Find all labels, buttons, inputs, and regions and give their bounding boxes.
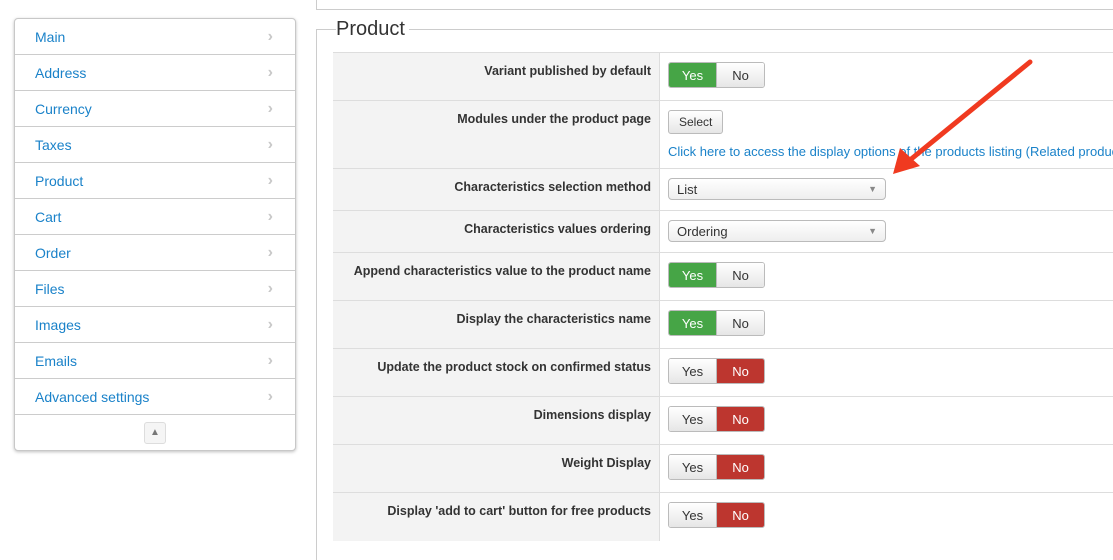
settings-sidebar: Main›Address›Currency›Taxes›Product›Cart… [14,18,296,451]
setting-label: Variant published by default [333,53,660,101]
setting-label: Append characteristics value to the prod… [333,253,660,301]
setting-row: Append characteristics value to the prod… [333,253,1113,301]
caret-down-icon: ▼ [868,226,877,236]
no-option[interactable]: No [716,63,764,87]
scroll-top-button[interactable]: ▲ [144,422,166,444]
setting-label: Characteristics selection method [333,169,660,211]
yes-option[interactable]: Yes [669,311,716,335]
chevron-right-icon: › [268,316,273,334]
yes-option[interactable]: Yes [669,63,716,87]
sidebar-item-emails[interactable]: Emails › [15,343,295,379]
no-option[interactable]: No [716,263,764,287]
top-frame [316,0,1113,10]
setting-row: Characteristics selection method List ▼ [333,169,1113,211]
sidebar-item-label: Address [35,65,86,81]
sidebar-item-label: Order [35,245,71,261]
dropdown-select[interactable]: List ▼ [668,178,886,200]
setting-value: Ordering ▼ [660,211,1113,253]
no-option[interactable]: No [716,407,764,431]
sidebar-item-label: Images [35,317,81,333]
selected-value: Ordering [677,224,728,239]
sidebar-item-taxes[interactable]: Taxes › [15,127,295,163]
sidebar-item-files[interactable]: Files › [15,271,295,307]
display-options-link[interactable]: Click here to access the display options… [668,144,1113,159]
setting-label: Update the product stock on confirmed st… [333,349,660,397]
sidebar-footer: ▲ [15,415,295,450]
setting-value: List ▼ [660,169,1113,211]
sidebar-item-currency[interactable]: Currency › [15,91,295,127]
chevron-right-icon: › [268,28,273,46]
sidebar-item-product[interactable]: Product › [15,163,295,199]
yes-option[interactable]: Yes [669,503,716,527]
chevron-right-icon: › [268,388,273,406]
chevron-right-icon: › [268,280,273,298]
yes-option[interactable]: Yes [669,263,716,287]
setting-row: Update the product stock on confirmed st… [333,349,1113,397]
no-option[interactable]: No [716,455,764,479]
chevron-right-icon: › [268,172,273,190]
chevron-right-icon: › [268,352,273,370]
select-modules-button[interactable]: Select [668,110,723,134]
yes-option[interactable]: Yes [669,455,716,479]
setting-row: Characteristics values ordering Ordering ▼ [333,211,1113,253]
sidebar-item-advanced-settings[interactable]: Advanced settings › [15,379,295,415]
sidebar-item-order[interactable]: Order › [15,235,295,271]
sidebar-item-label: Cart [35,209,61,225]
setting-label: Weight Display [333,445,660,493]
sidebar-item-label: Files [35,281,65,297]
sidebar-item-main[interactable]: Main › [15,19,295,55]
section-title: Product [336,18,409,41]
no-option[interactable]: No [716,503,764,527]
chevron-right-icon: › [268,100,273,118]
no-option[interactable]: No [716,311,764,335]
sidebar-item-label: Product [35,173,83,189]
sidebar-item-label: Taxes [35,137,72,153]
setting-label: Display 'add to cart' button for free pr… [333,493,660,541]
sidebar-item-address[interactable]: Address › [15,55,295,91]
caret-down-icon: ▼ [868,184,877,194]
chevron-right-icon: › [268,64,273,82]
chevron-right-icon: › [268,136,273,154]
sidebar-item-label: Main [35,29,65,45]
eject-up-icon: ▲ [150,427,160,438]
sidebar-item-label: Emails [35,353,77,369]
setting-row: Display 'add to cart' button for free pr… [333,493,1113,541]
selected-value: List [677,182,697,197]
sidebar-item-images[interactable]: Images › [15,307,295,343]
setting-label: Display the characteristics name [333,301,660,349]
setting-label: Characteristics values ordering [333,211,660,253]
sidebar-item-cart[interactable]: Cart › [15,199,295,235]
setting-label: Dimensions display [333,397,660,445]
sidebar-item-label: Advanced settings [35,389,149,405]
dropdown-select[interactable]: Ordering ▼ [668,220,886,242]
chevron-right-icon: › [268,244,273,262]
no-option[interactable]: No [716,359,764,383]
chevron-right-icon: › [268,208,273,226]
sidebar-item-label: Currency [35,101,92,117]
setting-value: Select Click here to access the display o… [660,101,1113,169]
setting-row: Modules under the product page Select Clic… [333,101,1113,169]
setting-label: Modules under the product page [333,101,660,169]
yes-option[interactable]: Yes [669,359,716,383]
yes-option[interactable]: Yes [669,407,716,431]
